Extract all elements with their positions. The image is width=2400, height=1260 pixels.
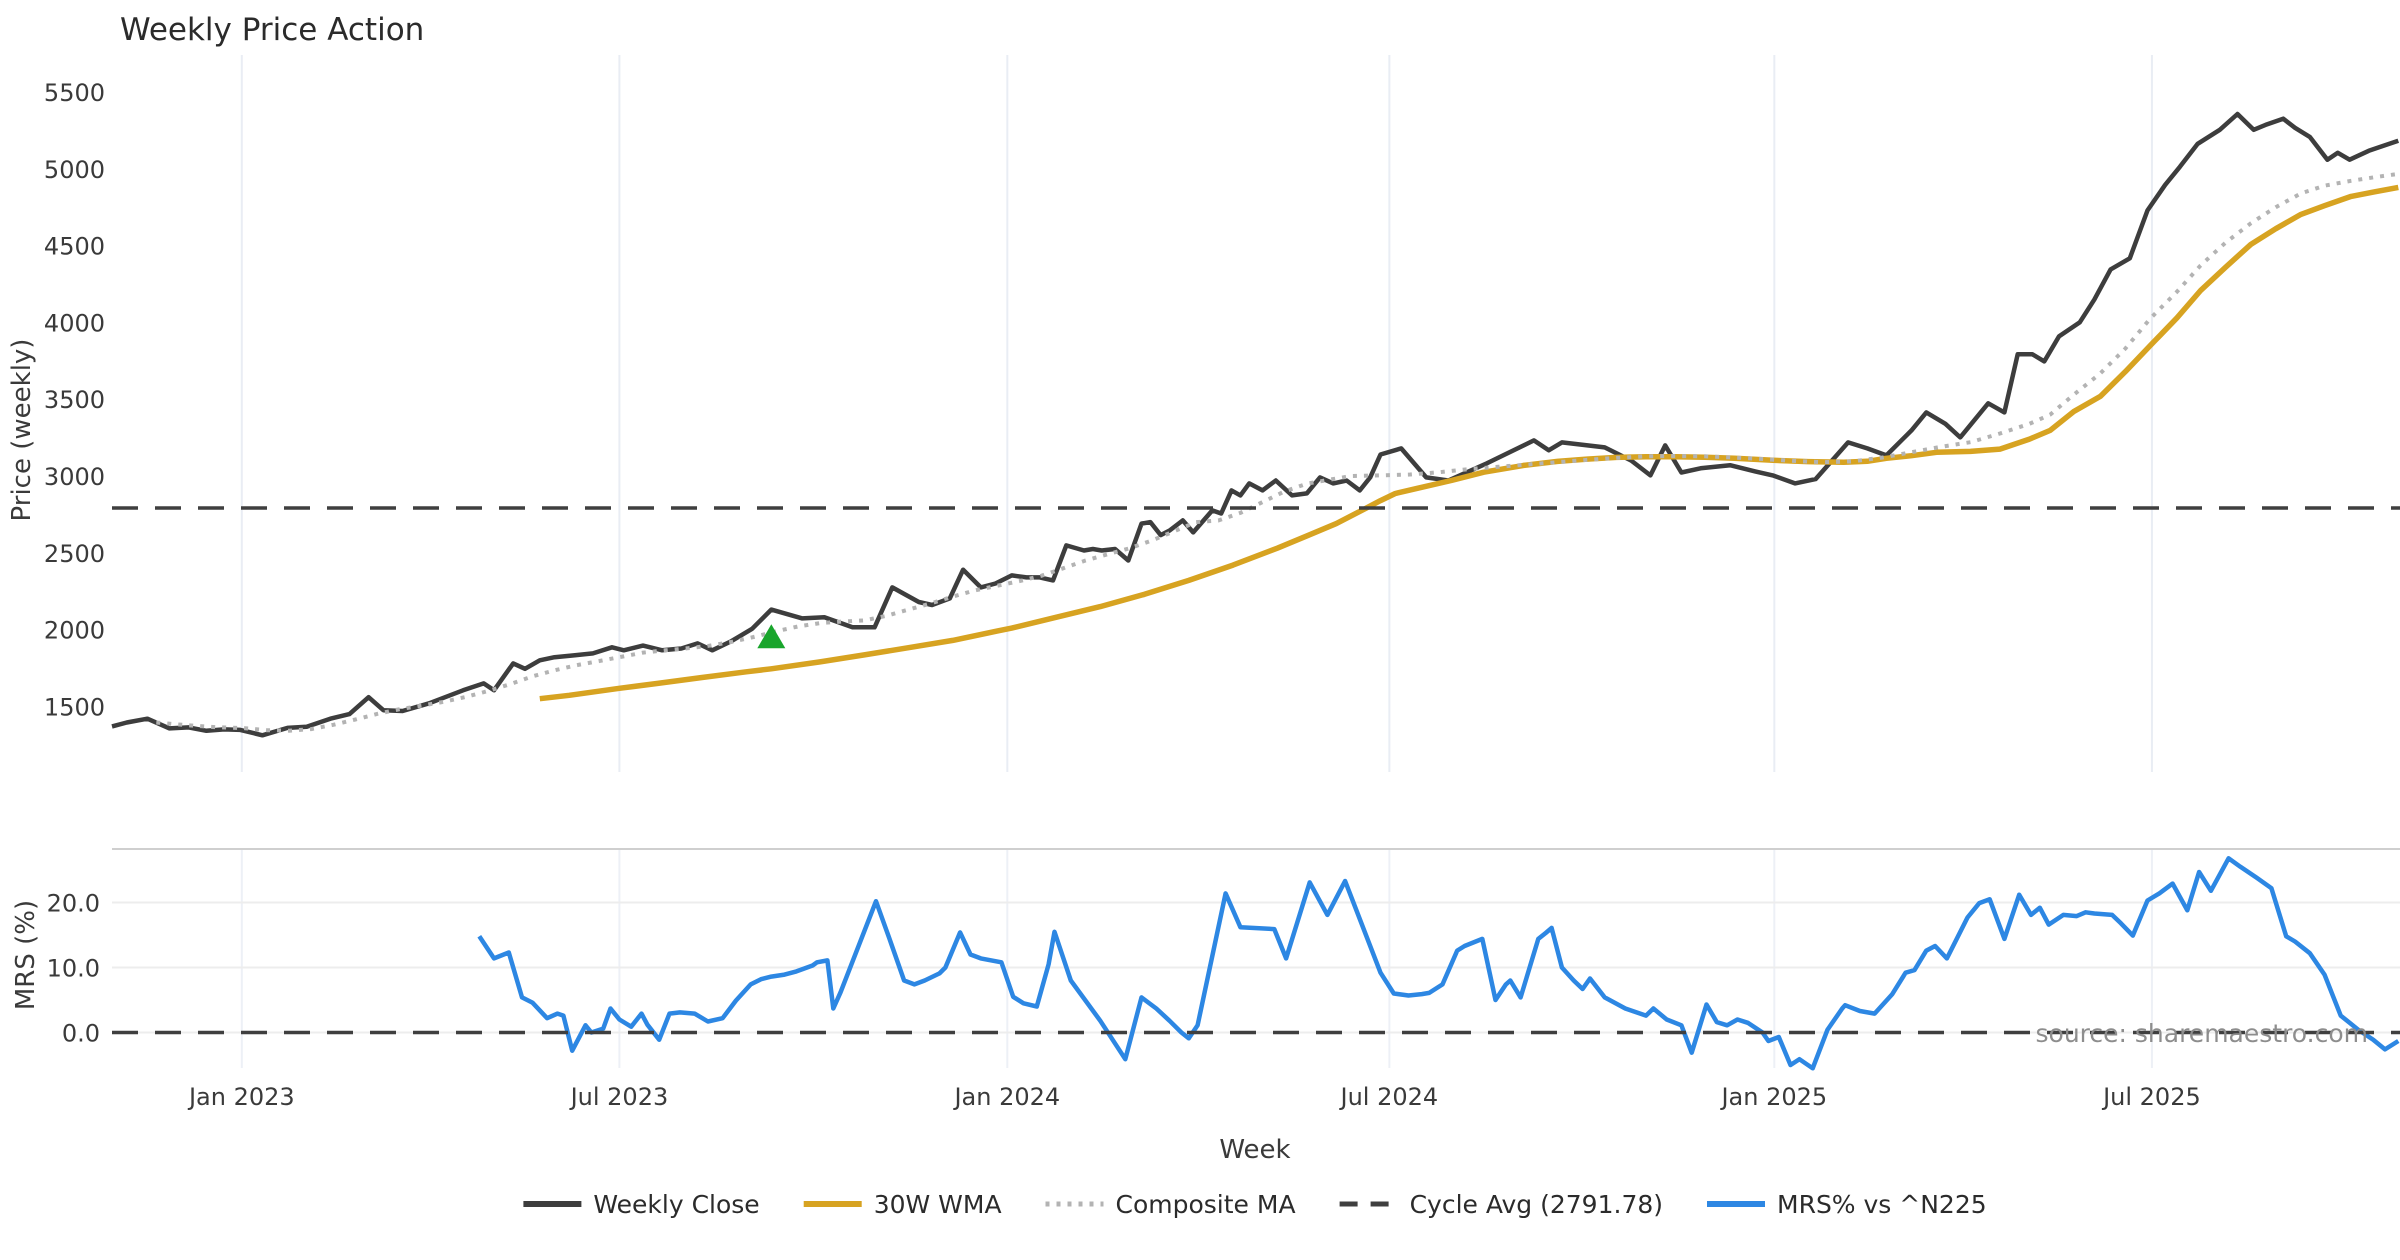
- legend-label: MRS% vs ^N225: [1777, 1190, 1987, 1219]
- grid-layer: [112, 55, 2400, 1068]
- legend-label: Weekly Close: [593, 1190, 759, 1219]
- x-tick-label: Jul 2023: [569, 1083, 669, 1111]
- price-tick-label: 1500: [44, 693, 105, 721]
- legend-item: Cycle Avg (2791.78): [1339, 1190, 1663, 1219]
- x-tick-label: Jan 2023: [187, 1083, 295, 1111]
- legend-item: Composite MA: [1045, 1190, 1296, 1219]
- x-tick-label: Jul 2025: [2101, 1083, 2201, 1111]
- source-attribution: source: sharemaestro.com: [2036, 1019, 2369, 1048]
- mrs-tick-label: 20.0: [47, 890, 100, 918]
- price-tick-label: 5500: [44, 79, 105, 107]
- price-tick-label: 2500: [44, 540, 105, 568]
- price-tick-label: 3000: [44, 463, 105, 491]
- mrs-axis-label: MRS (%): [11, 900, 41, 1010]
- legend-item: MRS% vs ^N225: [1707, 1190, 1987, 1219]
- buy-signal-marker: [757, 624, 786, 649]
- price-tick-label: 2000: [44, 617, 105, 645]
- x-tick-label: Jul 2024: [1339, 1083, 1439, 1111]
- x-axis-label: Week: [1219, 1135, 1290, 1165]
- price-tick-label: 4000: [44, 309, 105, 337]
- mrs-tick-label: 0.0: [62, 1020, 100, 1048]
- x-tick-label: Jan 2025: [1719, 1083, 1827, 1111]
- composite-ma-line: [156, 171, 2399, 733]
- weekly-close-line: [111, 111, 2400, 738]
- 30w-wma-line: [539, 184, 2399, 702]
- chart-title: Weekly Price Action: [120, 12, 424, 48]
- legend: Weekly Close 30W WMA Composite MA Cycle Avg…: [523, 1190, 1987, 1219]
- price-tick-label: 5000: [44, 156, 105, 184]
- x-tick-label: Jan 2024: [952, 1083, 1060, 1111]
- series-layer: [111, 111, 2400, 1071]
- legend-label: 30W WMA: [874, 1190, 1002, 1219]
- mrs-vs-n225-line: [477, 856, 2400, 1071]
- legend-label: Cycle Avg (2791.78): [1410, 1190, 1663, 1219]
- legend-item: Weekly Close: [523, 1190, 760, 1219]
- price-axis-label: Price (weekly): [7, 339, 37, 522]
- mrs-tick-label: 10.0: [47, 955, 100, 983]
- price-tick-label: 4500: [44, 233, 105, 261]
- legend-label: Composite MA: [1116, 1190, 1296, 1219]
- legend-item: 30W WMA: [803, 1190, 1002, 1219]
- price-tick-label: 3500: [44, 386, 105, 414]
- ticks-layer: Jan 2023 Jul 2023 Jan 2024 Jul 2024 Jan 2025…: [44, 79, 2201, 1111]
